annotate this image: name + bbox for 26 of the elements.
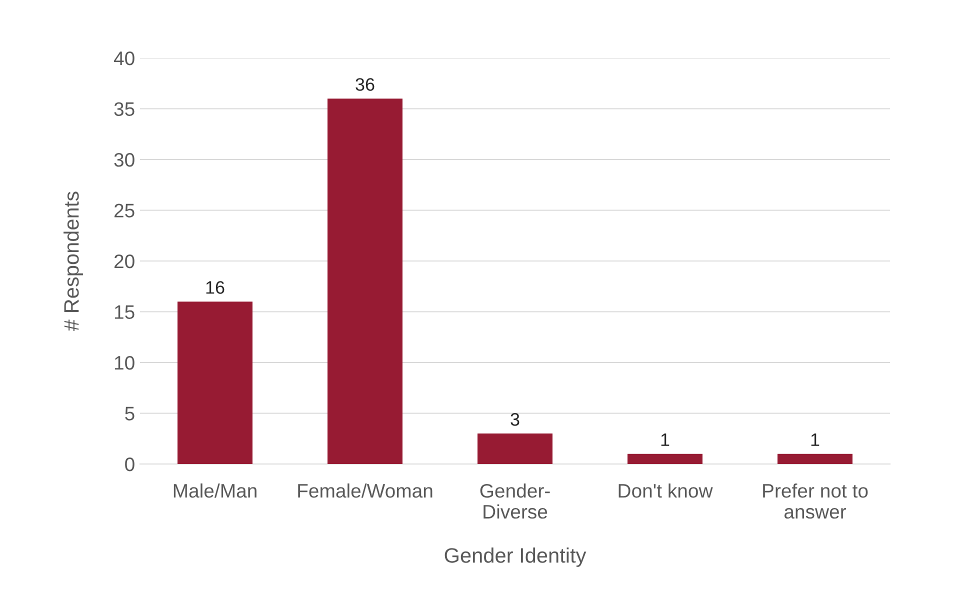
y-tick-label: 10 (114, 356, 134, 370)
data-label: 36 (356, 78, 374, 91)
x-tick-label: Prefer not to answer (763, 483, 868, 519)
bar (628, 454, 702, 464)
y-tick-label: 20 (114, 254, 134, 268)
bar (328, 98, 402, 464)
y-tick-label: 0 (125, 457, 134, 472)
y-tick-label: 5 (125, 406, 134, 420)
y-axis-title: # Respondents (64, 192, 83, 331)
data-label: 1 (811, 434, 820, 446)
y-tick-label: 35 (114, 102, 134, 116)
bar (778, 454, 852, 464)
x-tick-label: Gender- Diverse (480, 483, 550, 519)
bar (178, 302, 252, 464)
x-axis-title: Gender Identity (444, 548, 586, 567)
x-tick-label: Don't know (618, 483, 713, 498)
data-label: 16 (206, 281, 224, 294)
y-tick-label: 30 (114, 152, 134, 167)
x-tick-label: Female/Woman (298, 483, 432, 498)
data-label: 1 (661, 434, 670, 446)
data-label: 3 (510, 413, 520, 426)
x-tick-label: Male/Man (174, 483, 256, 498)
y-tick-label: 25 (114, 204, 134, 218)
y-tick-label: 40 (114, 51, 134, 66)
bar (478, 434, 552, 464)
y-tick-label: 15 (114, 305, 134, 319)
